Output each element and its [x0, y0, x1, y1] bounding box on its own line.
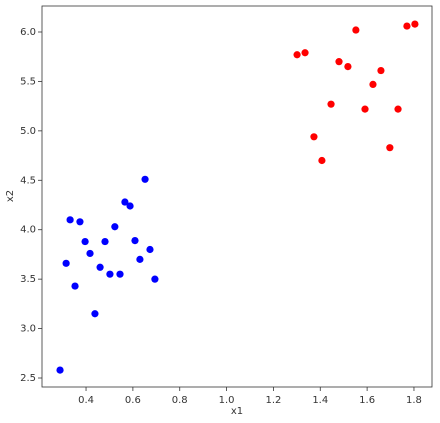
x-tick-label: 0.4 [78, 395, 94, 406]
point [301, 49, 309, 57]
y-tick-label: 4.5 [20, 175, 36, 186]
point [344, 63, 352, 71]
point [361, 105, 369, 113]
point [81, 237, 89, 246]
point [394, 105, 402, 113]
point [141, 175, 149, 183]
point [56, 366, 64, 374]
y-tick-label: 6.0 [20, 27, 36, 38]
point [76, 218, 84, 226]
x-tick-label: 1.0 [219, 395, 235, 406]
y-tick-label: 5.0 [20, 126, 36, 137]
point [335, 58, 343, 66]
point [318, 156, 326, 165]
point [293, 51, 301, 59]
point [116, 270, 124, 278]
x-tick-label: 1.2 [265, 395, 281, 406]
y-tick-label: 4.0 [20, 225, 36, 236]
point [121, 198, 129, 206]
x-tick-label: 1.8 [406, 395, 422, 406]
point [146, 245, 154, 254]
point [377, 66, 385, 75]
y-tick-label: 5.5 [20, 76, 36, 87]
x-tick-label: 1.6 [359, 395, 375, 406]
y-tick-label: 3.5 [20, 274, 36, 285]
point [131, 236, 139, 245]
point [411, 20, 419, 28]
plot-frame [41, 5, 433, 388]
point [106, 270, 114, 278]
point [369, 80, 377, 88]
point [327, 100, 335, 108]
point [136, 255, 144, 263]
point [352, 26, 360, 34]
y-tick-label: 2.5 [20, 373, 36, 384]
point [310, 133, 318, 141]
y-tick-label: 3.0 [20, 324, 36, 335]
x-tick-label: 0.8 [172, 395, 188, 406]
point [101, 237, 109, 246]
point [71, 282, 79, 290]
point [86, 249, 94, 258]
point [111, 223, 119, 231]
x-axis-label: x1 [231, 406, 243, 417]
point [386, 144, 394, 152]
x-tick-label: 0.6 [125, 395, 141, 406]
point [66, 216, 74, 224]
point [91, 310, 99, 318]
point [96, 263, 104, 271]
y-axis-label: x2 [5, 190, 16, 202]
point [126, 202, 134, 210]
point [62, 259, 70, 267]
point [151, 275, 159, 283]
point [403, 22, 411, 30]
x-tick-label: 1.4 [312, 395, 328, 406]
